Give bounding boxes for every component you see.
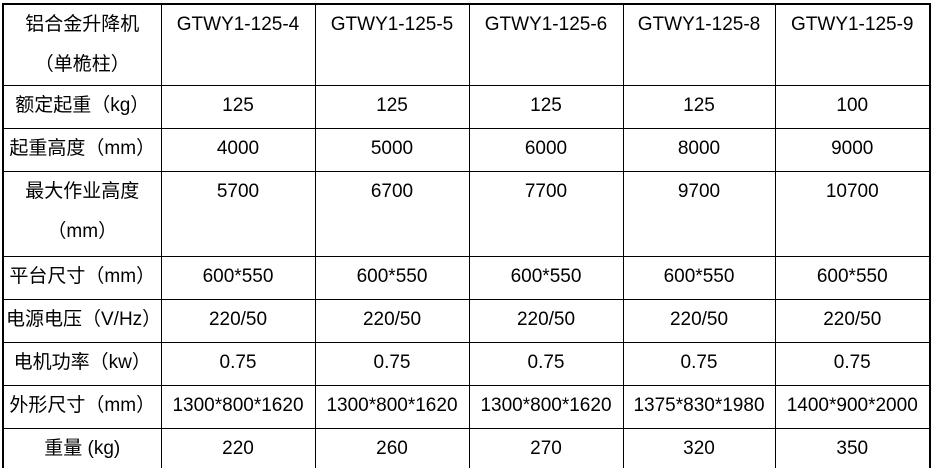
product-title-line1: 铝合金升降机 [25, 14, 140, 35]
spec-value: 220/50 [622, 299, 776, 343]
spec-value: 125 [622, 85, 776, 129]
spec-value: 600*550 [622, 256, 776, 300]
spec-value: 350 [774, 428, 931, 468]
spec-value: 125 [160, 85, 316, 129]
spec-value: 320 [622, 428, 776, 468]
spec-value: 220/50 [468, 299, 624, 343]
spec-row-lift-height: 起重高度（mm） 4000 5000 6000 8000 9000 [2, 128, 931, 172]
header-row: 铝合金升降机 （单桅柱） GTWY1-125-4 GTWY1-125-5 GTW… [2, 3, 931, 86]
spec-value: 1375*830*1980 [622, 385, 776, 429]
spec-value: 0.75 [160, 342, 316, 386]
spec-label: 额定起重（kg） [2, 85, 162, 129]
model-header: GTWY1-125-4 [160, 3, 316, 86]
spec-label: 电源电压（V/Hz） [2, 299, 162, 343]
spec-row-rated-load: 额定起重（kg） 125 125 125 125 100 [2, 85, 931, 129]
spec-label: 最大作业高度 （mm） [2, 171, 162, 257]
spec-value: 0.75 [622, 342, 776, 386]
model-header: GTWY1-125-6 [468, 3, 624, 86]
product-title-line2: （单桅柱） [34, 54, 130, 75]
spec-value: 1300*800*1620 [160, 385, 316, 429]
spec-value: 600*550 [468, 256, 624, 300]
spec-row-max-working-height: 最大作业高度 （mm） 5700 6700 7700 9700 10700 [2, 171, 931, 257]
spec-value: 600*550 [314, 256, 470, 300]
spec-label: 外形尺寸（mm） [2, 385, 162, 429]
spec-label: 重量 (kg) [2, 428, 162, 468]
spec-value: 1400*900*2000 [774, 385, 931, 429]
model-header: GTWY1-125-5 [314, 3, 470, 86]
spec-label-line2: （mm） [47, 221, 118, 242]
spec-row-weight: 重量 (kg) 220 260 270 320 350 [2, 428, 931, 468]
model-header: GTWY1-125-9 [774, 3, 931, 86]
spec-value: 100 [774, 85, 931, 129]
spec-value: 4000 [160, 128, 316, 172]
spec-value: 600*550 [774, 256, 931, 300]
spec-label: 电机功率（kw） [2, 342, 162, 386]
spec-value: 125 [314, 85, 470, 129]
spec-value: 9000 [774, 128, 931, 172]
spec-table: 铝合金升降机 （单桅柱） GTWY1-125-4 GTWY1-125-5 GTW… [2, 3, 931, 468]
spec-value: 0.75 [468, 342, 624, 386]
spec-value: 0.75 [774, 342, 931, 386]
spec-value: 1300*800*1620 [468, 385, 624, 429]
spec-value: 220/50 [160, 299, 316, 343]
spec-value: 220/50 [314, 299, 470, 343]
spec-row-overall-size: 外形尺寸（mm） 1300*800*1620 1300*800*1620 130… [2, 385, 931, 429]
model-header: GTWY1-125-8 [622, 3, 776, 86]
spec-value: 600*550 [160, 256, 316, 300]
spec-value: 0.75 [314, 342, 470, 386]
spec-value: 8000 [622, 128, 776, 172]
spec-value: 6000 [468, 128, 624, 172]
spec-value: 6700 [314, 171, 470, 257]
spec-value: 5000 [314, 128, 470, 172]
spec-value: 270 [468, 428, 624, 468]
spec-label: 起重高度（mm） [2, 128, 162, 172]
spec-value: 7700 [468, 171, 624, 257]
product-title-cell: 铝合金升降机 （单桅柱） [2, 3, 162, 86]
spec-value: 1300*800*1620 [314, 385, 470, 429]
spec-row-power-voltage: 电源电压（V/Hz） 220/50 220/50 220/50 220/50 2… [2, 299, 931, 343]
spec-value: 220 [160, 428, 316, 468]
spec-label-line1: 最大作业高度 [25, 181, 140, 202]
spec-value: 125 [468, 85, 624, 129]
spec-label: 平台尺寸（mm） [2, 256, 162, 300]
spec-value: 10700 [774, 171, 931, 257]
spec-value: 5700 [160, 171, 316, 257]
spec-row-platform-size: 平台尺寸（mm） 600*550 600*550 600*550 600*550… [2, 256, 931, 300]
spec-value: 220/50 [774, 299, 931, 343]
spec-value: 9700 [622, 171, 776, 257]
spec-value: 260 [314, 428, 470, 468]
spec-row-motor-power: 电机功率（kw） 0.75 0.75 0.75 0.75 0.75 [2, 342, 931, 386]
